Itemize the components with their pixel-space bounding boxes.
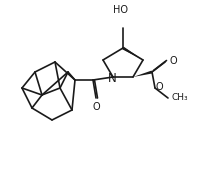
Polygon shape (122, 47, 143, 60)
Text: CH₃: CH₃ (171, 93, 188, 102)
Text: O: O (169, 56, 177, 66)
Text: O: O (92, 102, 100, 112)
Text: N: N (108, 71, 116, 84)
Text: HO: HO (112, 5, 128, 15)
Polygon shape (133, 71, 152, 77)
Text: O: O (156, 82, 164, 92)
